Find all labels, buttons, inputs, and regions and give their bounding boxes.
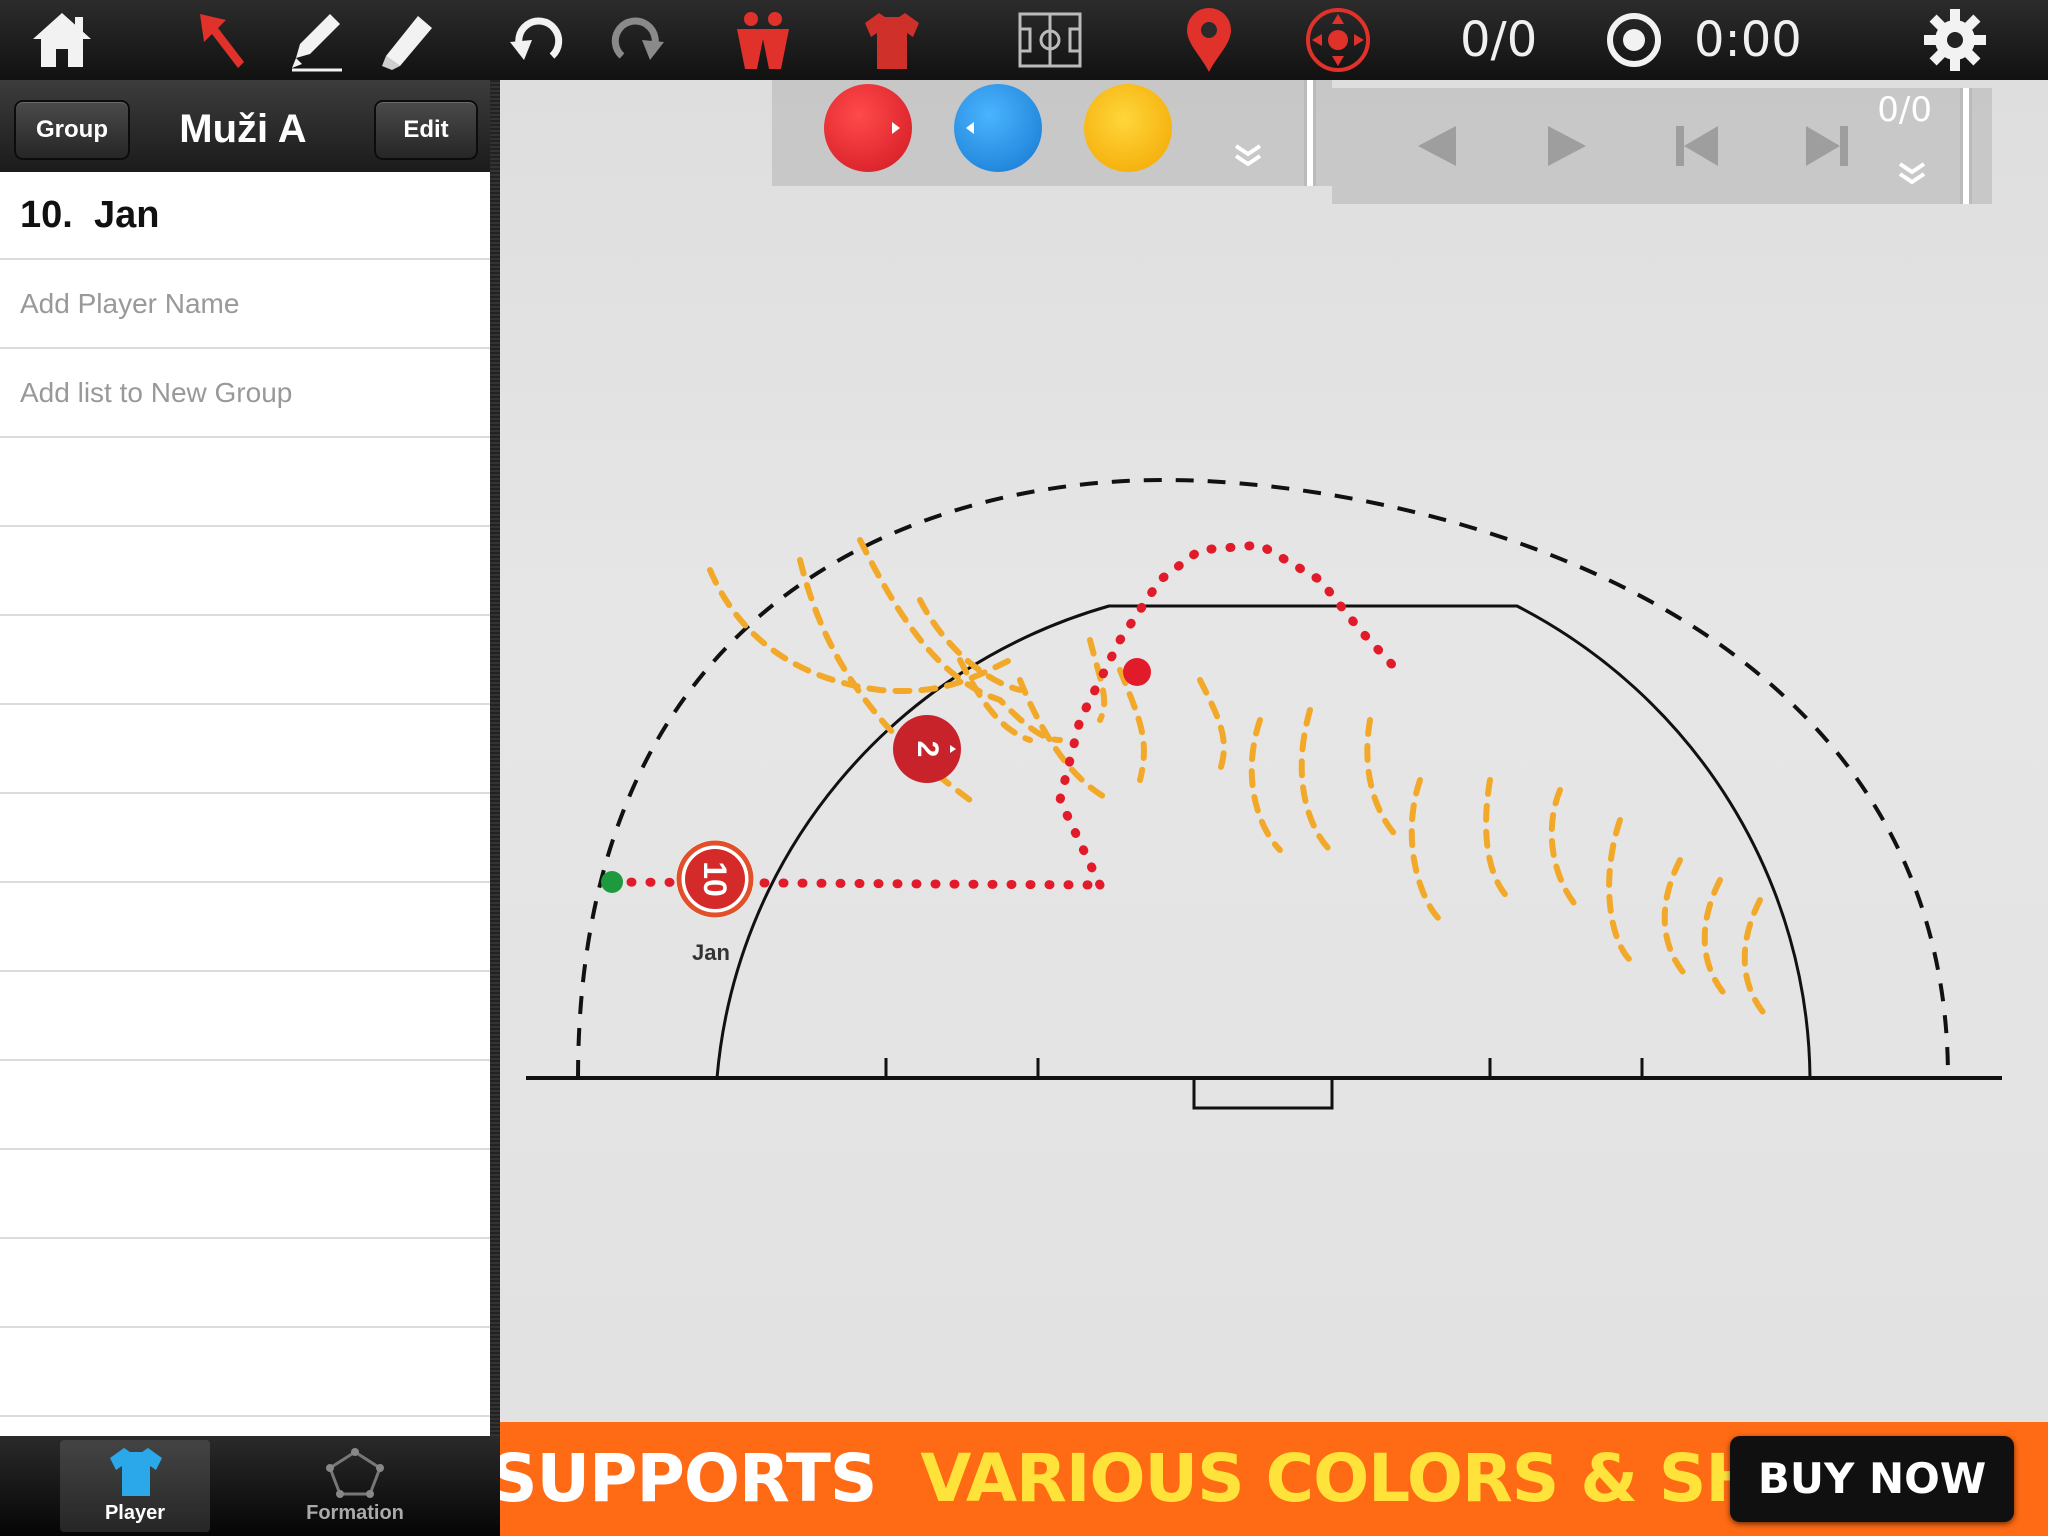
pass-paths bbox=[607, 540, 1402, 890]
court-lines bbox=[526, 477, 2002, 1110]
jersey-icon bbox=[110, 1448, 162, 1496]
players-icon[interactable] bbox=[728, 0, 798, 80]
panel-divider bbox=[1304, 80, 1316, 186]
player-list: 10. Jan Add Player Name Add list to New … bbox=[0, 172, 490, 1417]
player-name: Jan bbox=[93, 194, 160, 236]
list-item bbox=[0, 972, 490, 1061]
add-list-row[interactable]: Add list to New Group bbox=[0, 349, 490, 438]
home-icon[interactable] bbox=[24, 0, 100, 80]
player-number: 10. bbox=[20, 194, 73, 236]
play-frame-counter: 0/0 bbox=[1877, 90, 1932, 130]
jersey-icon[interactable] bbox=[856, 0, 928, 80]
player-row-selected[interactable]: 10. Jan bbox=[0, 172, 490, 260]
gear-icon[interactable] bbox=[1920, 0, 1990, 80]
timer: 0:00 bbox=[1694, 12, 1802, 68]
chevron-down-icon[interactable] bbox=[1896, 160, 1928, 188]
group-button[interactable]: Group bbox=[14, 100, 130, 160]
ball-color-button[interactable] bbox=[1084, 84, 1172, 172]
play-icon[interactable] bbox=[1542, 122, 1590, 170]
tab-label: Formation bbox=[306, 1502, 404, 1524]
target-move-icon[interactable] bbox=[1302, 0, 1374, 80]
list-item bbox=[0, 1239, 490, 1328]
tab-player[interactable]: Player bbox=[60, 1440, 210, 1532]
field-icon[interactable] bbox=[1014, 0, 1086, 80]
list-item bbox=[0, 705, 490, 794]
ad-text-part1: SUPPORTS bbox=[500, 1440, 877, 1517]
add-player-row[interactable]: Add Player Name bbox=[0, 260, 490, 349]
record-icon[interactable] bbox=[1604, 0, 1664, 80]
list-item bbox=[0, 794, 490, 883]
list-item bbox=[0, 1150, 490, 1239]
panel-divider bbox=[1960, 88, 1972, 204]
panel-divider bbox=[490, 80, 500, 1436]
undo-icon[interactable] bbox=[502, 0, 568, 80]
color-palette bbox=[772, 80, 1332, 186]
player-token-number: 2 bbox=[911, 740, 944, 758]
list-item bbox=[0, 616, 490, 705]
tab-label: Player bbox=[104, 1502, 166, 1524]
select-arrow-icon[interactable] bbox=[186, 0, 258, 80]
skip-to-end-icon[interactable] bbox=[1802, 122, 1852, 170]
list-item bbox=[0, 883, 490, 972]
pencil-icon[interactable] bbox=[280, 0, 352, 80]
add-list-label[interactable]: Add list to New Group bbox=[20, 377, 293, 408]
edit-button[interactable]: Edit bbox=[374, 100, 478, 160]
player-movement-paths bbox=[707, 537, 1773, 1023]
list-item bbox=[0, 1061, 490, 1150]
move-counter: 0/0 bbox=[1460, 12, 1538, 68]
list-item bbox=[0, 438, 490, 527]
player-token-10[interactable]: 10 bbox=[674, 838, 756, 920]
ad-banner[interactable]: SUPPORTS VARIOUS COLORS & SHAPES BUY NOW bbox=[500, 1422, 2048, 1536]
start-point-marker bbox=[601, 871, 623, 893]
chevron-down-icon[interactable] bbox=[1232, 142, 1264, 170]
bottom-tab-bar: Player Formation bbox=[0, 1436, 500, 1536]
player-token-number: 10 bbox=[697, 861, 733, 897]
end-point-marker bbox=[1123, 658, 1151, 686]
formation-icon bbox=[326, 1448, 384, 1498]
location-pin-icon[interactable] bbox=[1176, 0, 1242, 80]
skip-to-start-icon[interactable] bbox=[1672, 122, 1722, 170]
list-item bbox=[0, 527, 490, 616]
tab-formation[interactable]: Formation bbox=[280, 1440, 430, 1532]
buy-now-button[interactable]: BUY NOW bbox=[1730, 1436, 2014, 1522]
playback-controls: 0/0 bbox=[1332, 88, 1992, 204]
top-toolbar: 0/0 0:00 bbox=[0, 0, 2048, 80]
player-list-panel: Group Muži A Edit 10. Jan Add Player Nam… bbox=[0, 80, 500, 1436]
tactics-board[interactable]: 10 Jan 2 bbox=[500, 80, 2048, 1422]
group-header: Group Muži A Edit bbox=[0, 80, 494, 172]
group-title: Muži A bbox=[179, 107, 307, 151]
player-token-label: Jan bbox=[692, 940, 730, 965]
list-item bbox=[0, 1328, 490, 1417]
blue-team-color-button[interactable] bbox=[954, 84, 1042, 172]
redo-icon[interactable] bbox=[606, 0, 672, 80]
add-player-input[interactable]: Add Player Name bbox=[20, 288, 240, 319]
eraser-icon[interactable] bbox=[372, 0, 444, 80]
step-back-icon[interactable] bbox=[1412, 122, 1460, 170]
player-token-2[interactable]: 2 bbox=[892, 714, 962, 784]
red-team-color-button[interactable] bbox=[824, 84, 912, 172]
